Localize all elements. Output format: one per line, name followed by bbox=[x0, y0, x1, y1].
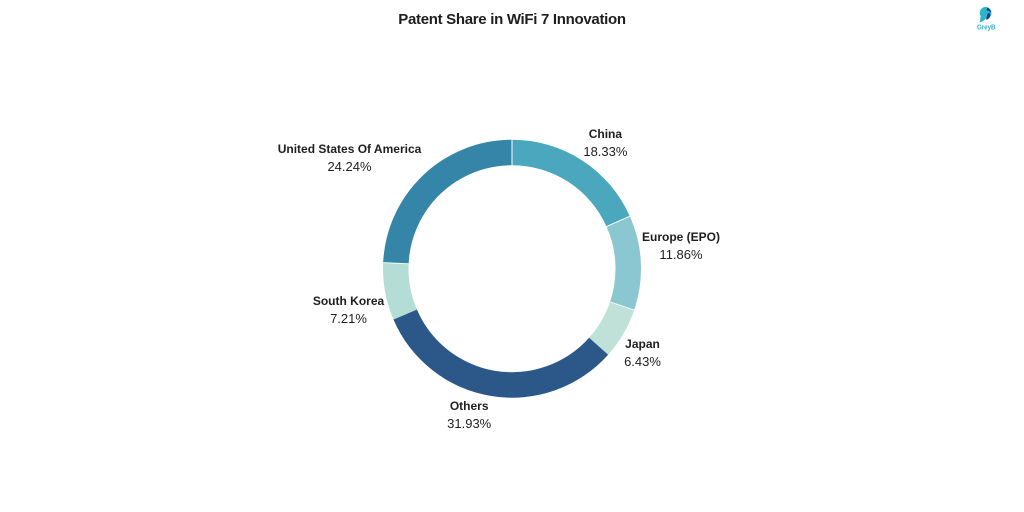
svg-text:GreyB: GreyB bbox=[977, 24, 996, 31]
